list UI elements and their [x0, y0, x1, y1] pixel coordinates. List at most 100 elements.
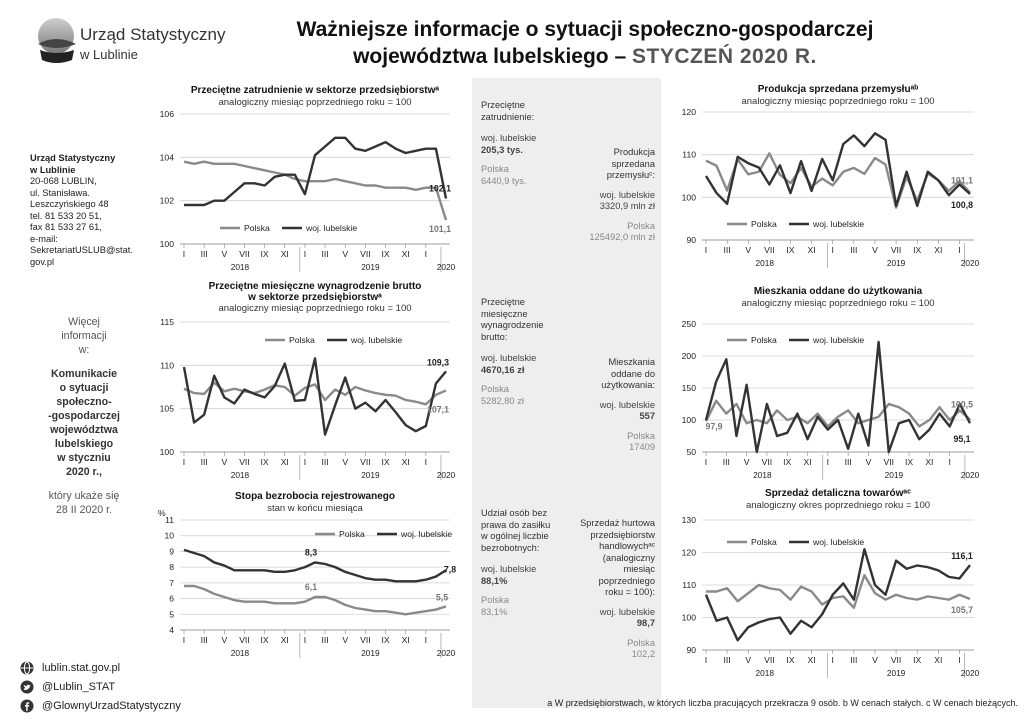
more-info-bold: 2020 r., [66, 466, 102, 478]
x-tick-label: VII [360, 457, 371, 467]
x-tick-label: IX [381, 457, 389, 467]
x-tick-label: VII [762, 457, 773, 467]
x-tick-label: IX [381, 249, 389, 259]
summary-label: zatrudnienie: [481, 111, 535, 122]
data-label: 102,1 [429, 184, 451, 194]
summary-country-label: Polska [481, 595, 509, 605]
x-tick-label: III [724, 245, 731, 255]
x-tick-label: V [744, 457, 750, 467]
footnote: a W przedsiębiorstwach, w których liczba… [547, 698, 1018, 708]
more-info-bold: Komunikacie [51, 368, 117, 380]
x-tick-label: V [221, 249, 227, 259]
x-tick-label: IX [783, 457, 791, 467]
summary-label: Produkcja [613, 147, 655, 157]
social-web-label: lublin.stat.gov.pl [42, 661, 121, 674]
social-twitter[interactable]: @Lublin_STAT [20, 677, 181, 696]
x-tick-label: IX [261, 635, 269, 645]
series-line-region [184, 136, 448, 207]
summary-country-value: 17409 [629, 442, 655, 452]
year-label: 2018 [755, 258, 774, 268]
year-label: 2020 [961, 668, 980, 678]
year-label: 2019 [885, 470, 904, 480]
summary-label: poprzedniego [598, 575, 655, 586]
summary-column: Przeciętne zatrudnienie: woj. lubelskie … [472, 78, 661, 708]
x-tick-label: IX [786, 245, 794, 255]
x-tick-label: IX [381, 635, 389, 645]
series-line-polska [706, 574, 971, 609]
year-label: 2019 [887, 258, 906, 268]
x-tick-label: I [183, 635, 185, 645]
x-tick-label: I [832, 245, 834, 255]
year-label: 2020 [437, 648, 456, 658]
social-web[interactable]: lublin.stat.gov.pl [20, 658, 181, 677]
year-label: 2019 [361, 648, 380, 658]
x-tick-label: XI [934, 655, 942, 665]
address-line: fax 81 533 27 61, [30, 222, 102, 232]
summary-country-value: 102,2 [631, 649, 655, 659]
x-tick-label: III [321, 457, 328, 467]
twitter-icon [20, 680, 34, 693]
x-tick-label: V [866, 457, 872, 467]
title-line1: Ważniejsze informacje o sytuacji społecz… [296, 18, 874, 41]
data-label: 109,3 [427, 357, 449, 367]
x-tick-label: III [321, 249, 328, 259]
summary-label: przemysłuᶜ: [606, 170, 655, 180]
legend-label: woj. lubelskie [305, 223, 357, 233]
address-email: SekretariatUSLUB@stat. [30, 245, 133, 255]
chart-subtitle: stan w końcu miesiąca [267, 503, 363, 514]
summary-label: handlowychᵃᶜ [599, 541, 655, 551]
summary-label: (analogiczny [602, 552, 655, 563]
y-tick-label: 50 [686, 447, 696, 457]
summary-country-value: 125492,0 mln zł [589, 232, 655, 242]
y-tick-label: 100 [160, 447, 175, 457]
summary-region-label: woj. lubelskie [481, 564, 537, 574]
x-tick-label: V [745, 655, 751, 665]
logo-icon [38, 18, 76, 63]
x-tick-label: III [321, 635, 328, 645]
chart-title: w sektorze przedsiębiorstwᵃ [247, 292, 382, 303]
x-tick-label: VII [884, 457, 895, 467]
data-label: 101,1 [951, 176, 973, 186]
y-unit-label: % [158, 508, 166, 518]
x-tick-label: III [850, 655, 857, 665]
legend-label: Polska [751, 537, 777, 547]
y-tick-label: 100 [682, 613, 697, 623]
social-facebook[interactable]: @GlownyUrzadStatystyczny [20, 696, 181, 715]
summary-label: oddane do [611, 368, 655, 379]
y-tick-label: 105 [160, 404, 175, 414]
address-line: Leszczyńskiego 48 [30, 199, 109, 209]
year-label: 2018 [231, 470, 250, 480]
year-label: 2019 [361, 262, 380, 272]
chart-title: Sprzedaż detaliczna towarówᵃᶜ [765, 488, 911, 499]
series-line-region [183, 548, 447, 583]
x-tick-label: I [304, 457, 306, 467]
logo: Urząd Statystyczny w Lublinie [36, 16, 236, 76]
summary-label: sprzedana [611, 158, 655, 169]
x-tick-label: XI [281, 249, 289, 259]
x-tick-label: V [342, 457, 348, 467]
x-tick-label: V [745, 245, 751, 255]
x-tick-label: I [183, 249, 185, 259]
summary-country-value: 6440,9 tys. [481, 175, 527, 186]
x-tick-label: III [201, 249, 208, 259]
legend-label: woj. lubelskie [812, 537, 864, 547]
y-tick-label: 120 [682, 548, 697, 558]
x-tick-label: IX [261, 457, 269, 467]
x-tick-label: V [342, 635, 348, 645]
year-label: 2019 [887, 668, 906, 678]
y-tick-label: 250 [682, 319, 697, 329]
more-info-bold: -gospodarczej [48, 410, 120, 422]
y-tick-label: 5 [169, 609, 174, 619]
more-info-bold: o sytuacji [59, 382, 109, 394]
social-twitter-label: @Lublin_STAT [42, 680, 116, 693]
y-tick-label: 10 [164, 531, 174, 541]
address-line: ul. Stanisława. [30, 187, 90, 198]
summary-country-value: 83,1% [481, 606, 508, 617]
address-name2: w Lublinie [30, 164, 76, 175]
summary-label: Mieszkania [608, 357, 655, 367]
data-label: 8,3 [305, 547, 317, 557]
summary-region-label: woj. lubelskie [481, 133, 537, 143]
x-tick-label: VII [239, 457, 250, 467]
address-line: e-mail: [30, 233, 58, 244]
series-line-region [704, 132, 971, 208]
